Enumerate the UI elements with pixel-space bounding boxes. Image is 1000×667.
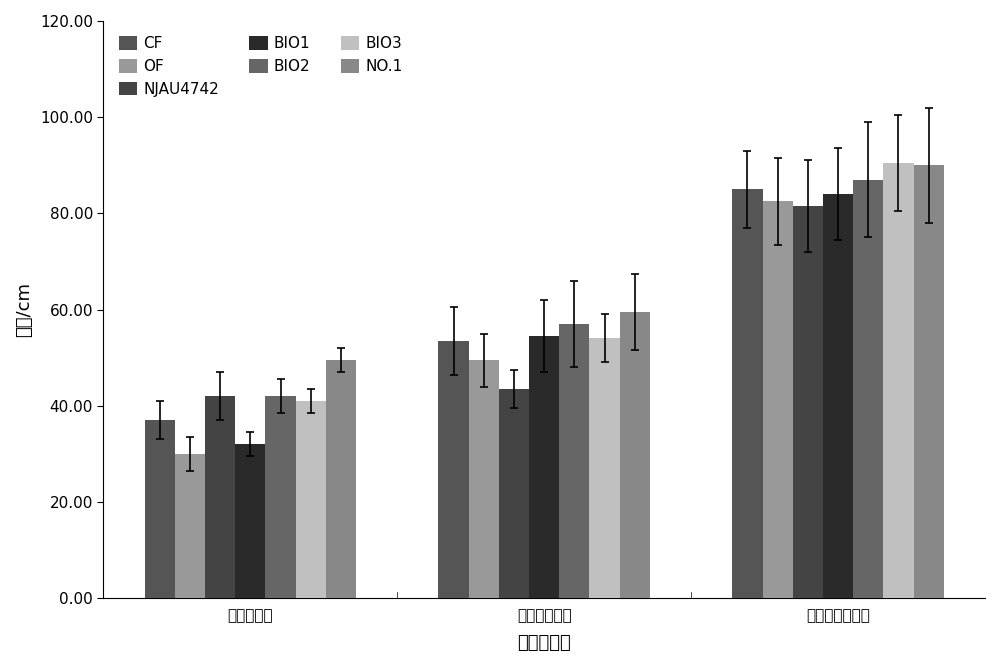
Bar <box>559 324 589 598</box>
Y-axis label: 蛔长/cm: 蛔长/cm <box>15 282 33 337</box>
Legend: CF, OF, NJAU4742, BIO1, BIO2, BIO3, NO.1: CF, OF, NJAU4742, BIO1, BIO2, BIO3, NO.1 <box>111 29 410 105</box>
Bar <box>853 179 883 598</box>
Bar <box>620 312 650 598</box>
Bar <box>914 165 944 598</box>
Bar <box>763 201 793 598</box>
Bar <box>265 396 296 598</box>
Bar <box>529 336 559 598</box>
Bar <box>296 401 326 598</box>
Bar <box>175 454 205 598</box>
Bar <box>823 194 853 598</box>
Bar <box>793 206 823 598</box>
Bar <box>469 360 499 598</box>
X-axis label: 有机类肥料: 有机类肥料 <box>517 634 571 652</box>
Bar <box>145 420 175 598</box>
Bar <box>326 360 356 598</box>
Bar <box>589 338 620 598</box>
Bar <box>205 396 235 598</box>
Bar <box>438 341 469 598</box>
Bar <box>883 163 914 598</box>
Bar <box>235 444 265 598</box>
Bar <box>732 189 763 598</box>
Bar <box>499 389 529 598</box>
